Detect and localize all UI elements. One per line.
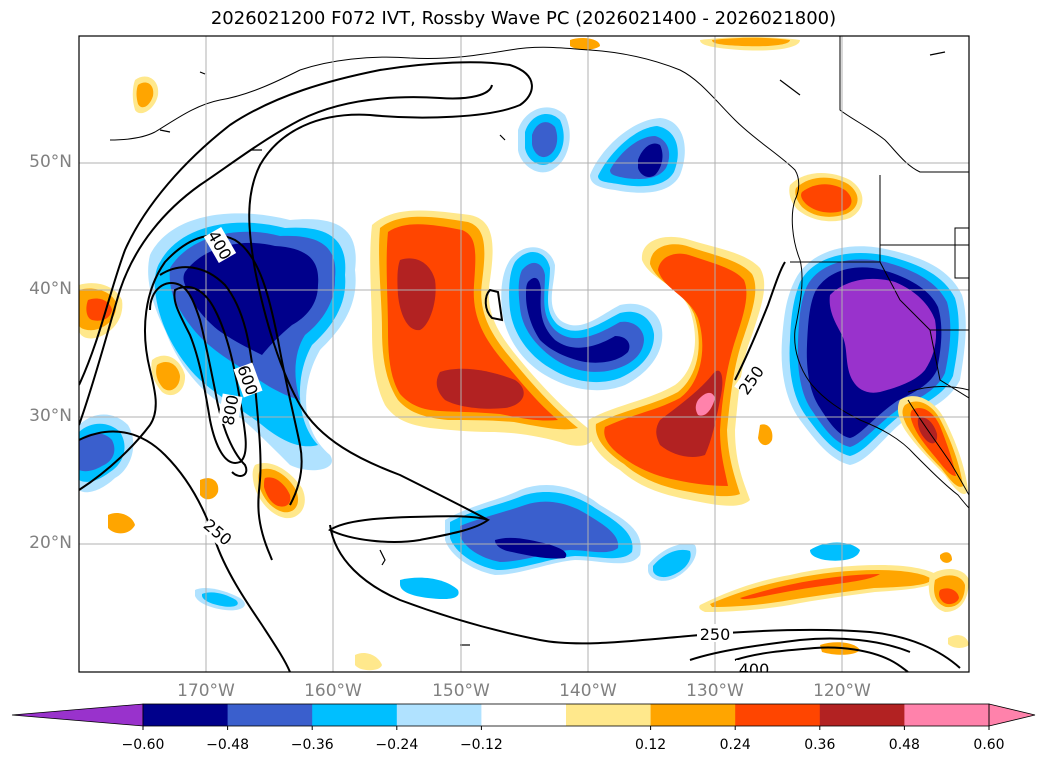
islands	[159, 51, 946, 646]
map-frame	[78, 35, 970, 673]
lat-label-40n: 40°N	[29, 279, 72, 299]
lon-label-150w: 150°W	[432, 681, 490, 701]
grid-lines	[79, 36, 969, 672]
colorbar-tick-label: −0.60	[121, 737, 165, 753]
negative-anomaly-central-u	[501, 247, 663, 391]
colorbar-tick-label: 0.36	[804, 737, 836, 753]
lat-label-30n: 30°N	[29, 406, 72, 426]
colorbar-tick-label: −0.12	[459, 737, 503, 753]
lon-label-120w: 120°W	[813, 681, 871, 701]
contour-label-400-south: 400	[739, 660, 770, 679]
chart-title: 2026021200 F072 IVT, Rossby Wave PC (202…	[210, 8, 837, 29]
negative-anomaly-south-band	[195, 485, 860, 611]
negative-anomaly-north	[518, 107, 685, 193]
contour-label-250-south: 250	[700, 625, 731, 644]
colorbar-tick-label: 0.24	[719, 737, 751, 753]
map-fields: 400 600 800 250 250 250 400	[79, 36, 969, 679]
lon-label-160w: 160°W	[304, 681, 362, 701]
lon-label-170w: 170°W	[177, 681, 235, 701]
colorbar-tick-label: −0.24	[375, 737, 419, 753]
colorbar-tick-label: 0.48	[888, 737, 920, 753]
colorbar-tick-label: 0.60	[973, 737, 1005, 753]
colorbar-tick-label: −0.48	[206, 737, 250, 753]
lat-label-50n: 50°N	[29, 152, 72, 172]
coastlines	[109, 36, 969, 509]
negative-anomaly-northwest	[148, 213, 356, 471]
colorbar-tick-label: −0.36	[290, 737, 334, 753]
positive-anomaly-small	[79, 37, 969, 671]
colorbar-tick-label: 0.12	[635, 737, 667, 753]
lon-label-130w: 130°W	[686, 681, 744, 701]
lon-label-140w: 140°W	[559, 681, 617, 701]
lat-label-20n: 20°N	[29, 533, 72, 553]
positive-anomaly-central	[370, 210, 593, 446]
